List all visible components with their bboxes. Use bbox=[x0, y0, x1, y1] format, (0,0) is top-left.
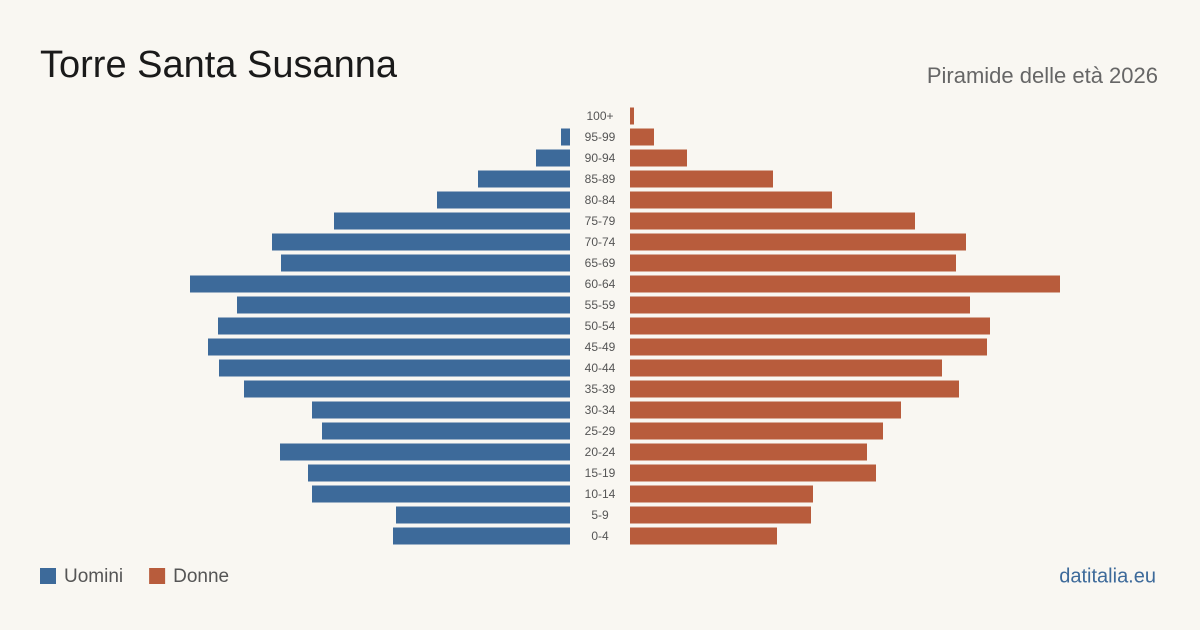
bar bbox=[437, 191, 570, 209]
age-label: 5-9 bbox=[591, 508, 609, 522]
bar bbox=[237, 296, 570, 314]
bar bbox=[630, 170, 773, 188]
bar bbox=[630, 506, 811, 524]
bar bbox=[630, 212, 915, 230]
age-label: 100+ bbox=[586, 109, 613, 123]
bar bbox=[630, 464, 876, 482]
bar bbox=[478, 170, 570, 188]
bar bbox=[630, 233, 966, 251]
bar bbox=[393, 527, 570, 545]
age-label: 0-4 bbox=[591, 529, 609, 543]
age-label: 30-34 bbox=[585, 403, 616, 417]
bar bbox=[280, 443, 570, 461]
bar bbox=[561, 128, 570, 146]
source: datitalia.eu bbox=[1059, 565, 1156, 587]
bar bbox=[630, 296, 970, 314]
bar bbox=[219, 359, 570, 377]
bar bbox=[630, 149, 687, 167]
bar bbox=[630, 107, 634, 125]
bar bbox=[630, 338, 987, 356]
age-label: 25-29 bbox=[585, 424, 616, 438]
bar bbox=[630, 254, 956, 272]
age-label: 10-14 bbox=[585, 487, 616, 501]
age-label: 35-39 bbox=[585, 382, 616, 396]
age-label: 20-24 bbox=[585, 445, 616, 459]
age-label: 55-59 bbox=[585, 298, 616, 312]
age-label: 45-49 bbox=[585, 340, 616, 354]
legend-swatch bbox=[149, 568, 166, 584]
bar bbox=[281, 254, 570, 272]
bar bbox=[630, 485, 813, 503]
age-label: 95-99 bbox=[585, 130, 616, 144]
legend-label: Donne bbox=[173, 566, 229, 587]
bar bbox=[322, 422, 570, 440]
bar bbox=[244, 380, 570, 398]
bar bbox=[312, 485, 570, 503]
age-label: 60-64 bbox=[585, 277, 616, 291]
bar bbox=[190, 275, 570, 293]
bar bbox=[630, 380, 959, 398]
age-label: 90-94 bbox=[585, 151, 616, 165]
bar bbox=[536, 149, 570, 167]
bar bbox=[630, 275, 1060, 293]
age-label: 65-69 bbox=[585, 256, 616, 270]
bar bbox=[630, 317, 990, 335]
bar bbox=[272, 233, 570, 251]
bar bbox=[630, 128, 654, 146]
age-label: 15-19 bbox=[585, 466, 616, 480]
bar bbox=[630, 527, 777, 545]
bar bbox=[630, 422, 883, 440]
bar bbox=[630, 359, 942, 377]
age-label: 50-54 bbox=[585, 319, 616, 333]
bar bbox=[308, 464, 570, 482]
bar bbox=[630, 443, 867, 461]
bar bbox=[312, 401, 570, 419]
age-label: 40-44 bbox=[585, 361, 616, 375]
bar bbox=[208, 338, 570, 356]
age-label: 70-74 bbox=[585, 235, 616, 249]
bar bbox=[630, 401, 901, 419]
bar bbox=[218, 317, 570, 335]
legend-label: Uomini bbox=[64, 566, 123, 587]
bar bbox=[630, 191, 832, 209]
legend-swatch bbox=[40, 568, 56, 584]
age-label: 80-84 bbox=[585, 193, 616, 207]
bar bbox=[334, 212, 570, 230]
age-label: 75-79 bbox=[585, 214, 616, 228]
bar bbox=[396, 506, 570, 524]
chart-title: Torre Santa Susanna bbox=[40, 44, 398, 86]
chart-subtitle: Piramide delle età 2026 bbox=[927, 63, 1158, 88]
age-label: 85-89 bbox=[585, 172, 616, 186]
